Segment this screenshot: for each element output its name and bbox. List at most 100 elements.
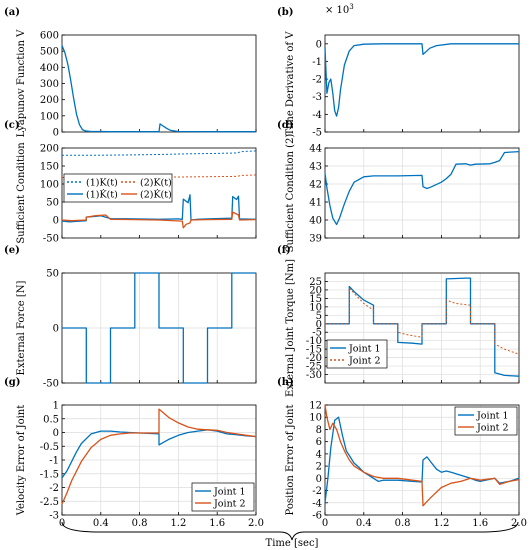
y-tick-label: 44 bbox=[309, 144, 322, 155]
y-axis-label: Sufficient Condition bbox=[16, 142, 27, 244]
y-axis-label: External Joint Torque [Nm] bbox=[285, 259, 296, 397]
y-tick-label: -0.5 bbox=[40, 442, 59, 453]
y-tick-label: -15 bbox=[306, 345, 322, 356]
legend-label: Joint 1 bbox=[476, 411, 509, 422]
x-tick-label: 0.4 bbox=[93, 518, 109, 529]
y-tick-label: -4 bbox=[312, 498, 322, 509]
series-line-1 bbox=[62, 272, 256, 384]
y-tick-label: -2 bbox=[49, 483, 59, 494]
y-tick-label: 4 bbox=[316, 449, 322, 460]
y-tick-label: 500 bbox=[40, 47, 59, 58]
x-tick-label: 2.0 bbox=[248, 518, 264, 529]
x-tick-label: 1.6 bbox=[472, 518, 488, 529]
y-tick-label: 42 bbox=[309, 180, 322, 191]
legend-box bbox=[63, 173, 173, 203]
panel-label: (c) bbox=[4, 120, 20, 131]
panel-a: 0 100 200 300 400 500 600 Lyapunov Function V (a… bbox=[4, 7, 257, 139]
panel-c: -50 0 50 100 150 200 Sufficient Condition (c) (1… bbox=[4, 120, 257, 245]
y-axis-label: Lyapunov Function V bbox=[16, 29, 27, 137]
legend-label: Joint 2 bbox=[213, 499, 246, 510]
series-line-1 bbox=[324, 43, 519, 117]
y-tick-label: -30 bbox=[306, 370, 322, 381]
y-tick-label: 150 bbox=[40, 162, 59, 173]
y-tick-label: 50 bbox=[46, 198, 59, 209]
panel-label: (d) bbox=[277, 120, 293, 131]
series-line-1 bbox=[324, 416, 520, 503]
series-line-2 bbox=[325, 287, 520, 355]
plot-frame bbox=[324, 272, 520, 384]
legend-box bbox=[191, 482, 255, 512]
legend-label: (2)K(t) bbox=[140, 178, 172, 189]
y-tick-label: -10 bbox=[306, 336, 322, 347]
exponent-power: 3 bbox=[349, 3, 353, 11]
legend-label: (1)K̇(t) bbox=[86, 189, 118, 201]
y-tick-label: -3 bbox=[312, 92, 322, 103]
panel-g: -3-2.5-2-1.5-1-0.500.510 0.4 0.8 1.2 1.6 2.0V… bbox=[4, 377, 264, 529]
series-line-2 bbox=[61, 408, 257, 505]
y-tick-label: 10 bbox=[309, 302, 322, 313]
panel-label: (e) bbox=[4, 245, 20, 256]
panel-label: (g) bbox=[4, 377, 20, 388]
y-axis-label: External Force [N] bbox=[16, 280, 27, 375]
y-tick-label: -1 bbox=[312, 57, 322, 68]
y-tick-label: 39 bbox=[309, 234, 322, 245]
y-tick-label: -50 bbox=[43, 379, 59, 390]
y-tick-label: 40 bbox=[309, 216, 322, 227]
y-tick-label: -6 bbox=[312, 511, 322, 522]
y-tick-label: -4 bbox=[312, 110, 322, 121]
y-tick-label: 50 bbox=[46, 269, 59, 280]
y-tick-label: -1 bbox=[49, 456, 59, 467]
y-tick-label: 12 bbox=[309, 401, 322, 412]
y-tick-label: 15 bbox=[309, 294, 322, 305]
legend-label: (1)K(t) bbox=[86, 178, 118, 189]
y-axis-label: Velocity Error of Joint bbox=[16, 405, 27, 517]
y-tick-label: 0 bbox=[53, 428, 59, 439]
y-tick-label: 6 bbox=[316, 437, 322, 448]
x-axis-label: Time [sec] bbox=[266, 538, 319, 549]
y-tick-label: 5 bbox=[316, 311, 322, 322]
y-tick-label: -3 bbox=[49, 511, 59, 522]
plot-frame bbox=[61, 34, 257, 133]
legend-label: Joint 1 bbox=[348, 344, 381, 355]
y-tick-label: 0 bbox=[316, 319, 322, 330]
y-tick-label: 200 bbox=[40, 95, 59, 106]
x-tick-label: 1.2 bbox=[433, 518, 449, 529]
y-tick-label: -2 bbox=[312, 486, 322, 497]
panel-label: (a) bbox=[4, 7, 20, 18]
legend-label: Joint 2 bbox=[348, 356, 381, 367]
y-tick-label: -2 bbox=[312, 75, 322, 86]
legend: (1)K(t) (2)K(t) (1)K̇(t) (2)K̇(t) bbox=[63, 173, 173, 203]
y-tick-label: 43 bbox=[309, 162, 322, 173]
plot-frame bbox=[324, 34, 520, 133]
panel-e: -50 0 50 External Force [N] (e) bbox=[4, 245, 257, 390]
y-tick-label: 20 bbox=[309, 285, 322, 296]
y-tick-label: -5 bbox=[312, 328, 322, 339]
plot-frame bbox=[324, 147, 520, 239]
panel-label: (h) bbox=[277, 377, 294, 388]
y-tick-label: 0 bbox=[53, 216, 59, 227]
y-tick-label: 8 bbox=[316, 425, 322, 436]
plot-frame bbox=[324, 404, 520, 516]
y-tick-label: 0 bbox=[53, 128, 59, 139]
y-tick-label: 100 bbox=[40, 180, 59, 191]
series-line-1 bbox=[324, 150, 520, 226]
legend-box bbox=[326, 339, 388, 369]
exponent-label: × 103 bbox=[325, 3, 354, 16]
panel-label: (f) bbox=[277, 245, 291, 256]
y-tick-label: 0 bbox=[316, 474, 322, 485]
time-brace bbox=[61, 521, 519, 541]
plot-frame bbox=[61, 147, 257, 239]
y-axis-label: Position Error of Joint bbox=[285, 405, 296, 516]
y-axis-label: Time Derivative of V bbox=[285, 31, 296, 136]
y-tick-label: 25 bbox=[309, 277, 322, 288]
x-tick-label: 2.0 bbox=[511, 518, 527, 529]
series-line-1 bbox=[62, 150, 257, 156]
y-tick-label: -1.5 bbox=[40, 469, 59, 480]
x-tick-label: 0.4 bbox=[356, 518, 372, 529]
x-tick-label: 1.6 bbox=[209, 518, 225, 529]
panel-b: -5 -4 -3 -2 -1 0 Time Derivative of V (b) × 103 bbox=[277, 3, 520, 139]
